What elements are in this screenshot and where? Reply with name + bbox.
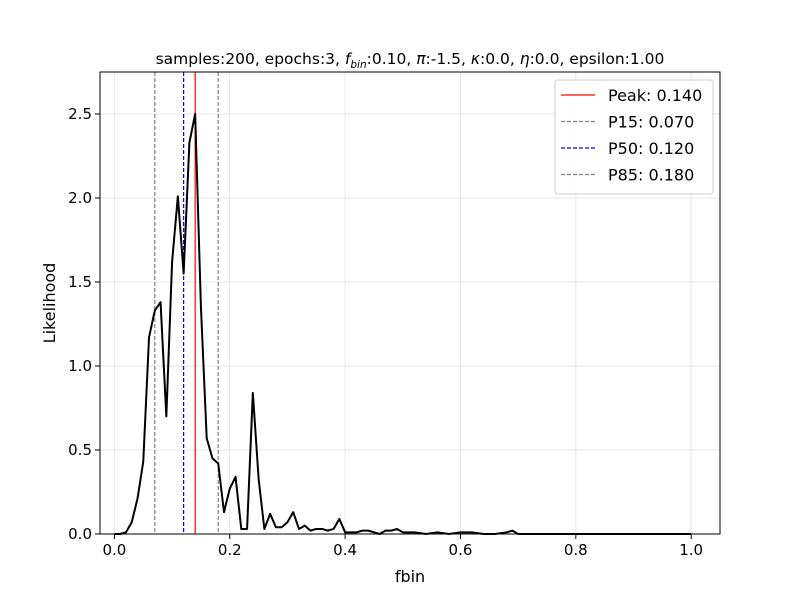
x-tick-label: 0.0 — [102, 541, 126, 559]
legend-entry-label: Peak: 0.140 — [608, 86, 702, 105]
x-tick-label: 0.8 — [564, 541, 588, 559]
y-tick-label: 1.5 — [68, 273, 92, 291]
series-lines — [114, 113, 692, 535]
likelihood-series-line — [114, 113, 692, 535]
legend-entry-label: P15: 0.070 — [608, 113, 694, 132]
legend-box — [554, 79, 714, 195]
reference-lines — [154, 72, 219, 534]
y-tick-label: 0.5 — [68, 441, 92, 459]
chart-title: samples:200, epochs:3, fbin:0.10, π:-1.5… — [156, 50, 665, 71]
legend-entry-label: P50: 0.120 — [608, 139, 694, 158]
y-tick-label: 2.5 — [68, 105, 92, 123]
y-tick-label: 1.0 — [68, 357, 92, 375]
legend-entry-label: P85: 0.180 — [608, 166, 694, 185]
x-axis-label: fbin — [395, 567, 425, 586]
axis-ticks: 0.0 0.2 0.4 0.6 0.8 1.0 0.0 0.5 1.0 1.5 2.0 2.5 — [68, 105, 703, 559]
y-tick-label: 2.0 — [68, 189, 92, 207]
y-tick-label: 0.0 — [68, 525, 92, 543]
x-tick-label: 0.6 — [449, 541, 473, 559]
x-tick-label: 0.2 — [218, 541, 242, 559]
legend: Peak: 0.140 P15: 0.070 P50: 0.120 P85: 0.18… — [554, 79, 714, 195]
y-axis-label: Likelihood — [40, 263, 59, 344]
x-tick-label: 0.4 — [333, 541, 357, 559]
plot-frame — [99, 71, 721, 535]
x-tick-label: 1.0 — [679, 541, 703, 559]
